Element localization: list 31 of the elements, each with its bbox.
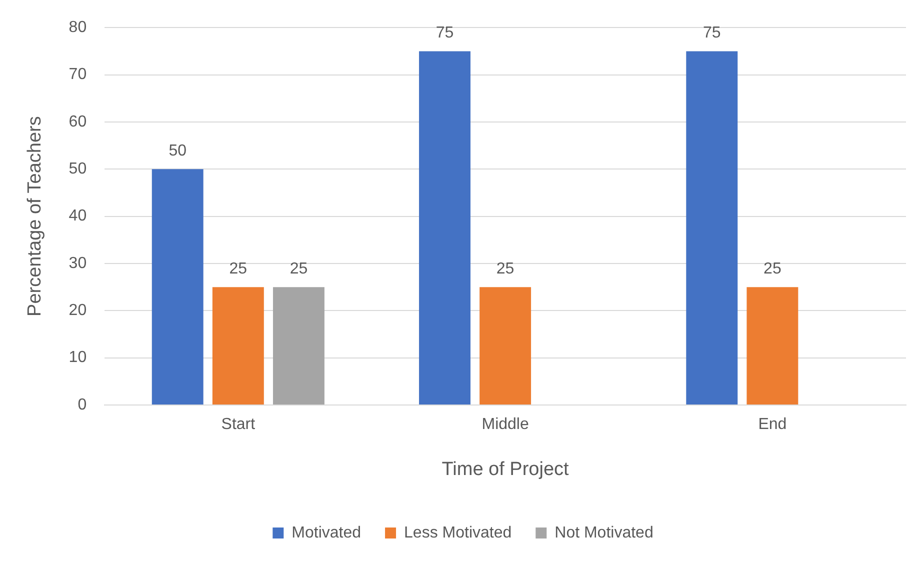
bar (419, 51, 470, 404)
y-tick-label: 60 (68, 113, 87, 130)
bar (272, 287, 324, 404)
y-tick-label: 30 (68, 254, 87, 272)
x-tick-label: Start (221, 416, 256, 434)
bar (746, 287, 798, 404)
data-label: 75 (436, 24, 454, 42)
bar (480, 287, 532, 404)
bar (152, 169, 204, 404)
data-label: 25 (229, 260, 248, 278)
y-tick-label: 20 (68, 302, 87, 320)
legend-label: Motivated (292, 524, 362, 542)
x-tick-label: Middle (482, 416, 529, 434)
legend-label: Not Motivated (554, 524, 654, 542)
data-label: 50 (168, 142, 187, 160)
y-tick-label: 50 (68, 160, 87, 178)
y-tick-label: 10 (68, 349, 87, 366)
y-tick-label: 80 (68, 19, 87, 36)
legend-label: Less Motivated (404, 524, 512, 542)
data-label: 75 (702, 24, 721, 42)
y-tick-label: 70 (68, 66, 87, 84)
x-tick-label: End (758, 416, 787, 434)
data-label: 25 (764, 260, 782, 278)
bar (212, 287, 264, 404)
data-label: 25 (290, 260, 308, 278)
x-axis-title: Time of Project (442, 458, 570, 480)
data-label: 25 (496, 260, 514, 278)
y-axis-title: Percentage of Teachers (24, 116, 46, 316)
y-tick-label: 0 (78, 396, 87, 414)
y-tick-label: 40 (68, 208, 87, 225)
bar (686, 51, 738, 404)
